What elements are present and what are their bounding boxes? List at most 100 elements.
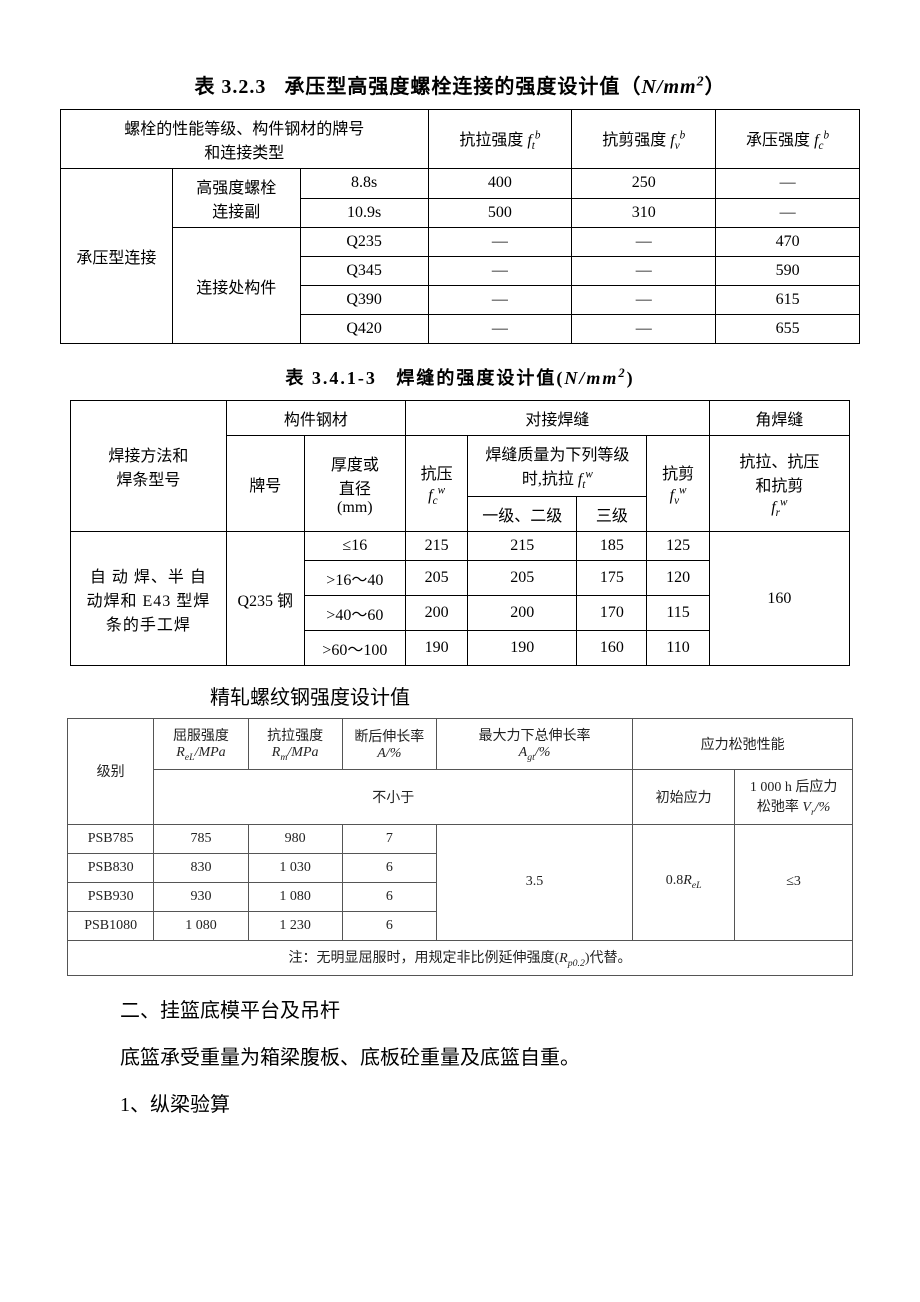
t2-cell: >40～60 [304, 596, 405, 631]
t3-cell: 7 [342, 824, 436, 853]
t2-method: 自 动 焊、半 自动焊和 E43 型焊条的手工焊 [71, 532, 227, 666]
t3-h-yield: 屈服强度ReL/MPa [154, 719, 248, 770]
t2-h-lvl12: 一级、二级 [468, 497, 577, 532]
t1-cell: — [572, 315, 716, 344]
t2-h-grade: 牌号 [226, 436, 304, 532]
t3-cell: 830 [154, 853, 248, 882]
table-3-4-1-3-label: 表 3.4.1-3 [285, 368, 377, 388]
t1-cell: 400 [428, 169, 572, 199]
t2-h-shear: 抗剪fvw [647, 436, 709, 532]
t1-cell: — [572, 228, 716, 257]
body-text-2: 1、纵梁验算 [120, 1088, 860, 1117]
t2-fillet-value: 160 [709, 532, 849, 666]
t2-cell: 110 [647, 631, 709, 666]
t1-cell: 615 [716, 286, 860, 315]
t2-steel-grade: Q235 钢 [226, 532, 304, 666]
t1-cell: 500 [428, 198, 572, 228]
t2-cell: 170 [577, 596, 647, 631]
t3-shared-agt: 3.5 [436, 824, 632, 940]
t3-cell: 6 [342, 882, 436, 911]
t1-cell: — [428, 286, 572, 315]
t3-cell: 930 [154, 882, 248, 911]
t1-cell: — [716, 198, 860, 228]
t3-cell: 785 [154, 824, 248, 853]
t2-cell: 125 [647, 532, 709, 561]
t3-h-max-elong: 最大力下总伸长率Agt/% [436, 719, 632, 770]
t1-sub2: 连接处构件 [172, 228, 300, 344]
t2-cell: 215 [405, 532, 467, 561]
t2-h-fillet: 抗拉、抗压和抗剪frw [709, 436, 849, 532]
t3-h-init: 初始应力 [633, 769, 735, 824]
t1-cell: 10.9s [300, 198, 428, 228]
t3-cell: 6 [342, 853, 436, 882]
t1-cell: — [716, 169, 860, 199]
body-text-1: 底篮承受重量为箱梁腹板、底板砼重量及底篮自重。 [120, 1041, 860, 1070]
t3-h-tensile: 抗拉强度Rm/MPa [248, 719, 342, 770]
t1-cell: 655 [716, 315, 860, 344]
t2-cell: 190 [405, 631, 467, 666]
t2-cell: 115 [647, 596, 709, 631]
table-3-2-3-title: 表 3.2.3 承压型高强度螺栓连接的强度设计值（N/mm2） [60, 70, 860, 99]
t3-note: 注：无明显屈服时，用规定非比例延伸强度(Rp0.2)代替。 [68, 940, 853, 975]
t2-h-fillet-group: 角焊缝 [709, 401, 849, 436]
t2-h-comp: 抗压fcw [405, 436, 467, 532]
t1-cell: Q390 [300, 286, 428, 315]
t2-cell: 205 [468, 561, 577, 596]
t3-cell: PSB785 [68, 824, 154, 853]
table-3-4-1-3-title: 表 3.4.1-3 焊缝的强度设计值(N/mm2) [60, 364, 860, 390]
t2-h-method: 焊接方法和焊条型号 [71, 401, 227, 532]
t1-cell: — [428, 228, 572, 257]
t1-cell: — [572, 286, 716, 315]
table-3-2-3: 螺栓的性能等级、构件钢材的牌号和连接类型 抗拉强度 ftb 抗剪强度 fvb 承… [60, 109, 860, 344]
t3-h-after: 1 000 h 后应力松弛率 Vr/% [735, 769, 853, 824]
t2-h-tensile-group: 焊缝质量为下列等级时,抗拉 ftw [468, 436, 647, 497]
t2-h-lvl3: 三级 [577, 497, 647, 532]
table-3-2-3-label: 表 3.2.3 [194, 76, 266, 98]
t1-header-shear: 抗剪强度 fvb [572, 110, 716, 169]
t2-cell: 185 [577, 532, 647, 561]
section-heading: 二、挂篮底模平台及吊杆 [120, 994, 860, 1023]
t3-shared-relax: ≤3 [735, 824, 853, 940]
t1-rowgroup: 承压型连接 [61, 169, 173, 344]
t3-h-relax-group: 应力松弛性能 [633, 719, 853, 770]
table-3-4-1-3-caption: 焊缝的强度设计值(N/mm2) [396, 368, 634, 388]
t3-h-grade: 级别 [68, 719, 154, 825]
t1-cell: 470 [716, 228, 860, 257]
t1-cell: 8.8s [300, 169, 428, 199]
t1-cell: — [572, 257, 716, 286]
t2-cell: 120 [647, 561, 709, 596]
t2-h-steel-group: 构件钢材 [226, 401, 405, 436]
t2-cell: >60～100 [304, 631, 405, 666]
t3-h-elong: 断后伸长率A/% [342, 719, 436, 770]
t3-cell: 1 080 [248, 882, 342, 911]
t2-cell: >16～40 [304, 561, 405, 596]
t3-cell: 980 [248, 824, 342, 853]
t3-cell: PSB1080 [68, 911, 154, 940]
t3-cell: 1 030 [248, 853, 342, 882]
t2-cell: 215 [468, 532, 577, 561]
t1-header-bearing: 承压强度 fcb [716, 110, 860, 169]
t3-cell: 1 080 [154, 911, 248, 940]
table-3-2-3-caption: 承压型高强度螺栓连接的强度设计值（N/mm2） [284, 76, 725, 98]
t3-cell: 1 230 [248, 911, 342, 940]
t1-cell: — [428, 315, 572, 344]
t2-cell: 205 [405, 561, 467, 596]
table-rebar-strength: 级别 屈服强度ReL/MPa 抗拉强度Rm/MPa 断后伸长率A/% 最大力下总… [67, 718, 853, 975]
t1-cell: Q420 [300, 315, 428, 344]
t1-header-spec: 螺栓的性能等级、构件钢材的牌号和连接类型 [61, 110, 429, 169]
t1-header-tensile: 抗拉强度 ftb [428, 110, 572, 169]
t2-cell: 200 [405, 596, 467, 631]
t2-cell: 200 [468, 596, 577, 631]
t2-cell: 160 [577, 631, 647, 666]
t3-h-min: 不小于 [154, 769, 633, 824]
t1-sub1: 高强度螺栓连接副 [172, 169, 300, 228]
t2-h-thick: 厚度或直径(mm) [304, 436, 405, 532]
t2-h-butt-group: 对接焊缝 [405, 401, 709, 436]
t1-cell: 590 [716, 257, 860, 286]
table-3-4-1-3: 焊接方法和焊条型号 构件钢材 对接焊缝 角焊缝 牌号 厚度或直径(mm) 抗压f… [70, 400, 850, 666]
t3-cell: PSB830 [68, 853, 154, 882]
t1-cell: 310 [572, 198, 716, 228]
t1-cell: Q235 [300, 228, 428, 257]
t3-cell: PSB930 [68, 882, 154, 911]
t3-shared-init: 0.8ReL [633, 824, 735, 940]
